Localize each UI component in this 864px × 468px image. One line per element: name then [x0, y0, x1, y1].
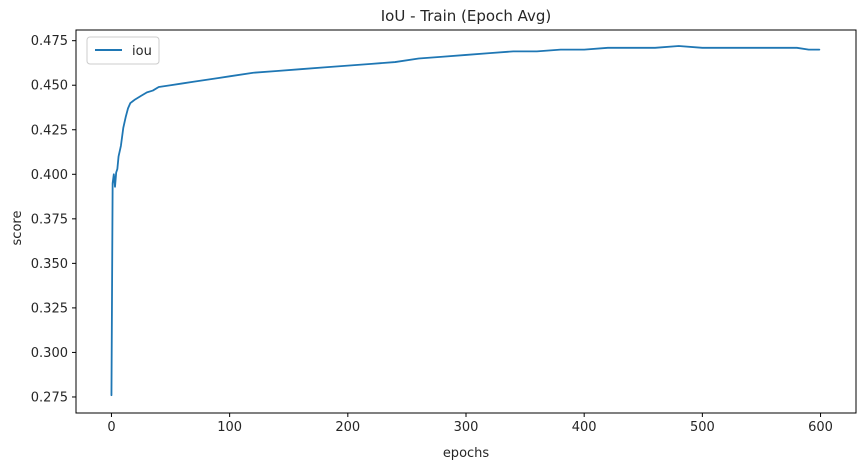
legend: iou: [86, 36, 160, 65]
y-tick-label: 0.325: [31, 301, 68, 316]
y-tick-label: 0.375: [31, 212, 68, 227]
y-tick-label: 0.350: [31, 257, 68, 272]
y-tick-label: 0.450: [31, 79, 68, 94]
x-tick-label: 300: [454, 420, 479, 435]
x-tick-label: 0: [107, 420, 115, 435]
y-axis-title: score: [10, 211, 25, 246]
x-axis: 0 100 200 300 400 500 600: [107, 413, 833, 435]
y-tick-label: 0.425: [31, 123, 68, 138]
x-tick-label: 500: [690, 420, 715, 435]
y-tick-label: 0.400: [31, 168, 68, 183]
y-tick-label: 0.275: [31, 390, 68, 405]
legend-label-iou: iou: [132, 44, 152, 59]
chart-title: IoU - Train (Epoch Avg): [381, 7, 551, 25]
legend-box: [86, 36, 160, 65]
series-line-iou: [110, 45, 821, 397]
plot-area: [110, 45, 821, 397]
y-tick-label: 0.475: [31, 34, 68, 49]
plot-frame: [75, 29, 857, 414]
x-tick-label: 400: [572, 420, 597, 435]
x-tick-label: 100: [217, 420, 242, 435]
x-tick-label: 600: [808, 420, 833, 435]
y-axis: 0.275 0.300 0.325 0.350 0.375 0.400 0.425 0.450…: [31, 34, 76, 405]
x-axis-title: epochs: [443, 446, 490, 461]
y-tick-label: 0.300: [31, 346, 68, 361]
x-tick-label: 200: [335, 420, 360, 435]
